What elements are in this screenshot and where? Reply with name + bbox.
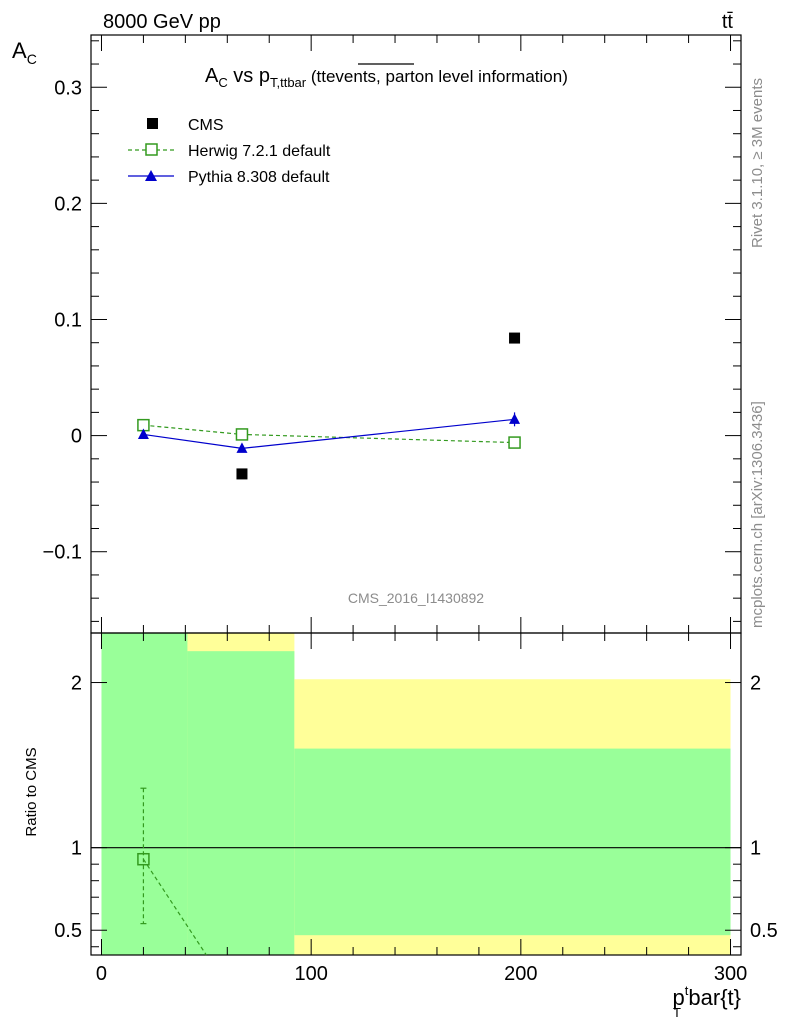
x-tick-labels: 0 100 200 300 xyxy=(96,963,747,985)
x-tick-label: 200 xyxy=(504,963,537,985)
ratio-band-inner xyxy=(101,633,188,955)
y-tick-label: 0.3 xyxy=(54,77,82,99)
herwig-point xyxy=(235,428,249,441)
cms-point xyxy=(236,468,248,480)
x-tick-label: 0 xyxy=(96,963,107,985)
herwig-point xyxy=(508,436,521,449)
legend-cms-marker xyxy=(147,118,158,129)
ratio-y-tick-label-right: 2 xyxy=(750,673,761,695)
ratio-y-tick-label-right: 1 xyxy=(750,838,761,860)
rivet-label: Rivet 3.1.10, ≥ 3M events xyxy=(749,78,766,248)
data-marks xyxy=(137,332,521,956)
ratio-y-tick-label: 1 xyxy=(71,838,82,860)
analysis-tag: CMS_2016_I1430892 xyxy=(348,590,484,606)
ratio-y-tick-label-right: 0.5 xyxy=(750,920,778,942)
herwig-line xyxy=(143,424,515,444)
source-label: mcplots.cern.ch [arXiv:1306.3436] xyxy=(749,401,766,628)
legend: CMS Herwig 7.2.1 default Pythia 8.308 de… xyxy=(128,117,331,186)
legend-pythia-label: Pythia 8.308 default xyxy=(188,169,330,186)
ratio-y-tick-labels: 0.5 1 2 0.5 1 2 xyxy=(54,673,778,943)
y-tick-label: 0.2 xyxy=(54,193,82,215)
pythia-point xyxy=(509,413,521,424)
herwig-ratio-line xyxy=(142,858,207,956)
ratio-y-tick-label: 0.5 xyxy=(54,920,82,942)
ratio-bands xyxy=(101,633,731,955)
pythia-point xyxy=(236,442,248,453)
main-axis-ticks xyxy=(91,35,741,633)
x-tick-label: 300 xyxy=(714,963,747,985)
energy-label: 8000 GeV pp xyxy=(103,11,221,33)
y-tick-label: 0 xyxy=(71,426,82,448)
herwig-ratio-point xyxy=(137,852,150,866)
ratio-y-tick-label: 2 xyxy=(71,673,82,695)
y-axis-title: AC xyxy=(12,38,37,67)
legend-pythia-marker xyxy=(145,170,157,181)
legend-herwig-marker xyxy=(145,143,158,156)
pythia-point xyxy=(137,428,149,439)
x-tick-label: 100 xyxy=(294,963,327,985)
ratio-band-inner xyxy=(187,651,295,955)
cms-point xyxy=(509,332,521,344)
y-tick-label: −0.1 xyxy=(43,542,82,564)
plot-title: AC vs pT,ttbar (ttevents, parton level i… xyxy=(205,63,568,90)
main-y-tick-labels: −0.1 0 0.1 0.2 0.3 xyxy=(43,77,82,563)
ratio-y-axis-title: Ratio to CMS xyxy=(23,747,40,836)
ratio-plot-frame xyxy=(90,632,742,956)
process-label: tt̄ xyxy=(722,11,734,33)
x-axis-title: ptbar{t} T xyxy=(673,983,741,1020)
pythia-line xyxy=(143,418,515,449)
legend-herwig-label: Herwig 7.2.1 default xyxy=(188,143,331,160)
y-tick-label: 0.1 xyxy=(54,309,82,331)
ratio-band-inner xyxy=(294,748,731,936)
legend-cms-label: CMS xyxy=(188,117,224,134)
ratio-axis-ticks xyxy=(91,633,741,955)
svg-text:ptbar{t}: ptbar{t} xyxy=(673,983,741,1010)
svg-text:AC: AC xyxy=(12,38,37,67)
svg-text:AC vs pT,ttbar (ttevents, part: AC vs pT,ttbar (ttevents, parton level i… xyxy=(205,65,568,90)
svg-text:T: T xyxy=(673,1005,681,1020)
